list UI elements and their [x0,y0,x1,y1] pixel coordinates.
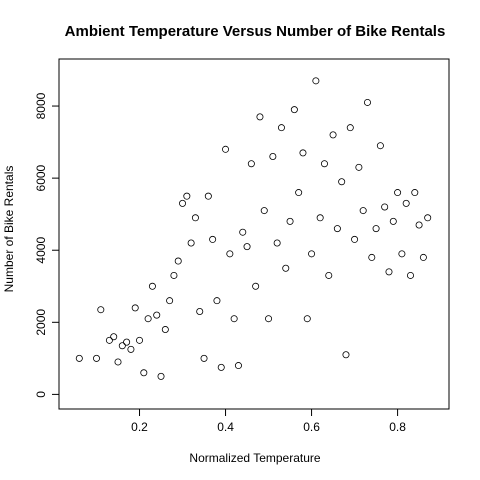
data-point [136,336,144,344]
data-point [183,192,191,200]
data-point [200,354,208,362]
data-point [385,268,393,276]
data-point [376,142,384,150]
data-point [398,250,406,258]
data-point [394,189,402,197]
data-point [389,217,397,225]
chart-title: Ambient Temperature Versus Number of Bik… [65,23,446,40]
data-point [179,199,187,207]
data-point [247,160,255,168]
x-axis: 0.2 0.4 0.6 0.8 [131,409,406,434]
data-point [342,351,350,359]
data-point [381,203,389,211]
data-point [282,264,290,272]
data-point [359,207,367,215]
data-point [346,124,354,132]
data-point [97,306,105,314]
y-tick-label: 0 [34,391,48,398]
data-point [234,362,242,370]
data-point [75,354,83,362]
data-point [239,228,247,236]
data-point [105,336,113,344]
data-point [269,153,277,161]
data-point [144,315,152,323]
data-point [123,338,131,346]
data-point [286,217,294,225]
data-point [174,257,182,265]
data-point [338,178,346,186]
plot-area [58,58,450,410]
data-point [363,98,371,106]
data-point [303,315,311,323]
data-point [114,358,122,366]
y-tick-label: 6000 [34,164,48,191]
data-point [402,199,410,207]
data-point [260,207,268,215]
data-point [351,235,359,243]
data-point [325,271,333,279]
y-axis: 0 2000 4000 6000 8000 [34,92,59,398]
x-tick-label: 0.2 [131,420,148,434]
data-point [333,225,341,233]
data-point [355,163,363,171]
data-point [243,243,251,251]
data-point [320,160,328,168]
data-point [166,297,174,305]
data-point [118,342,126,350]
y-tick-label: 4000 [34,237,48,264]
data-point [153,311,161,319]
data-point [170,271,178,279]
data-point [191,214,199,222]
data-point [209,235,217,243]
data-point [419,253,427,261]
data-point [157,372,165,380]
data-point [265,315,273,323]
data-point [110,333,118,341]
data-point [196,307,204,315]
data-point [411,189,419,197]
data-point [273,239,281,247]
x-axis-label: Normalized Temperature [189,451,320,465]
data-point [140,369,148,377]
data-point [290,106,298,114]
data-point [187,239,195,247]
data-point [226,250,234,258]
data-point [329,131,337,139]
data-point [204,192,212,200]
data-point [222,145,230,153]
data-point [424,214,432,222]
data-point [295,189,303,197]
x-tick-label: 0.4 [217,420,234,434]
data-point [230,315,238,323]
data-point [252,282,260,290]
x-tick-label: 0.6 [303,420,320,434]
data-points [75,77,432,380]
data-point [217,363,225,371]
data-point [316,214,324,222]
data-point [299,149,307,157]
y-tick-label: 2000 [34,309,48,336]
data-point [256,113,264,121]
data-point [406,271,414,279]
y-axis-label: Number of Bike Rentals [2,166,16,293]
y-tick-label: 8000 [34,92,48,119]
data-point [372,225,380,233]
data-point [415,221,423,229]
data-point [131,304,139,312]
data-point [161,326,169,334]
data-point [368,253,376,261]
x-tick-label: 0.8 [389,420,406,434]
data-point [213,297,221,305]
data-point [127,345,135,353]
data-point [277,124,285,132]
data-point [148,282,156,290]
data-point [308,250,316,258]
data-point [312,77,320,85]
data-point [93,354,101,362]
